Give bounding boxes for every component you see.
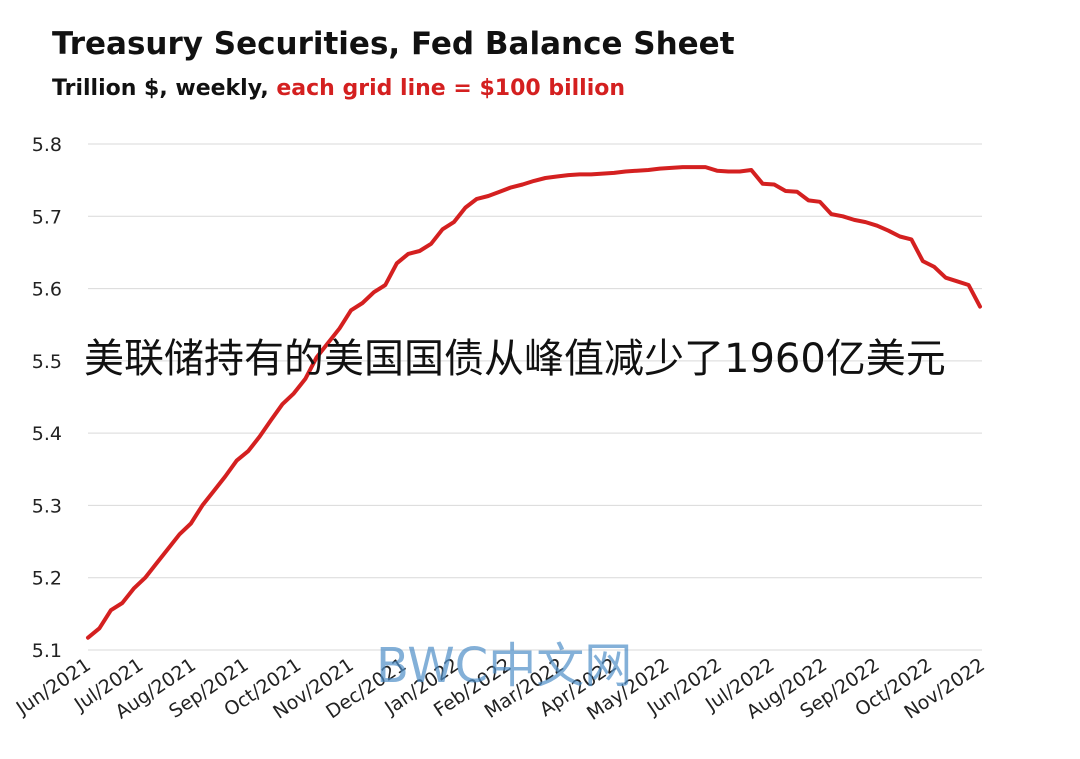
subtitle-grid-note: each grid line = $100 billion <box>276 76 626 101</box>
subtitle-units: Trillion $, weekly, <box>52 76 269 101</box>
watermark: BWC中文网 <box>376 638 633 694</box>
y-tick-label: 5.7 <box>32 206 62 228</box>
chart-title: Treasury Securities, Fed Balance Sheet <box>52 26 735 62</box>
y-tick-label: 5.6 <box>32 279 62 301</box>
y-tick-label: 5.3 <box>32 495 62 517</box>
series-group <box>86 165 982 640</box>
chart-subtitle: Trillion $, weekly, each grid line = $10… <box>52 76 625 101</box>
grid-lines <box>88 143 982 651</box>
y-tick-label: 5.2 <box>32 568 62 590</box>
y-tick-label: 5.4 <box>32 423 62 445</box>
y-tick-label: 5.8 <box>32 134 62 156</box>
series-line <box>86 165 982 640</box>
y-axis: 5.1 5.2 5.3 5.4 5.5 5.6 5.7 5.8 <box>32 134 62 662</box>
y-tick-label: 5.1 <box>32 640 62 662</box>
chinese-annotation: 美联储持有的美国国债从峰值减少了1960亿美元 <box>84 336 946 382</box>
y-tick-label: 5.5 <box>32 351 62 373</box>
